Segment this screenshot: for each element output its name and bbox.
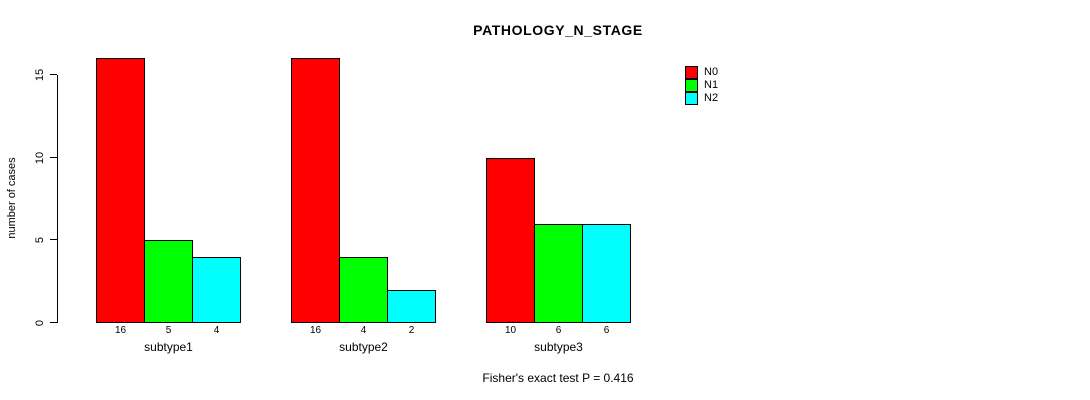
bar-subtype3-N1 [534, 224, 583, 323]
y-axis-tick-label: 5 [34, 236, 46, 244]
chart-title: PATHOLOGY_N_STAGE [473, 22, 643, 38]
bar-subtype1-N2 [192, 257, 241, 323]
y-axis-tick [50, 239, 57, 240]
legend-swatch-N0 [685, 66, 698, 79]
bar-subtype1-N0 [96, 58, 145, 323]
bar-subtype2-N2 [387, 290, 436, 323]
legend-swatch-N2 [685, 92, 698, 105]
bar-value-label-subtype2-N1: 4 [360, 325, 367, 336]
bar-subtype3-N2 [582, 224, 631, 323]
legend-label-N1: N1 [704, 79, 719, 91]
bar-value-label-subtype2-N0: 16 [309, 325, 322, 336]
legend-label-N2: N2 [704, 92, 719, 104]
x-axis-label-subtype1: subtype1 [144, 340, 193, 354]
legend-item-N0: N0 [685, 66, 718, 79]
bar-subtype2-N1 [339, 257, 388, 323]
fisher-test-annotation: Fisher's exact test P = 0.416 [482, 371, 634, 385]
x-axis-label-subtype3: subtype3 [534, 340, 583, 354]
y-axis-tick [50, 157, 57, 158]
y-axis-tick [50, 74, 57, 75]
bar-value-label-subtype1-N1: 5 [165, 325, 172, 336]
y-axis-tick-label: 15 [34, 68, 46, 82]
y-axis-line [57, 75, 58, 323]
bar-value-label-subtype2-N2: 2 [408, 325, 415, 336]
legend: N0 N1 N2 [685, 66, 718, 105]
y-axis-tick [50, 322, 57, 323]
bar-subtype2-N0 [291, 58, 340, 323]
legend-item-N2: N2 [685, 92, 718, 105]
legend-item-N1: N1 [685, 79, 718, 92]
bar-value-label-subtype1-N2: 4 [213, 325, 220, 336]
bar-value-label-subtype3-N2: 6 [603, 325, 610, 336]
x-axis-label-subtype2: subtype2 [339, 340, 388, 354]
bar-value-label-subtype3-N0: 10 [504, 325, 517, 336]
bar-value-label-subtype1-N0: 16 [114, 325, 127, 336]
y-axis-tick-label: 10 [34, 151, 46, 165]
y-axis-tick-label: 0 [34, 319, 46, 327]
bar-subtype3-N0 [486, 158, 535, 323]
legend-swatch-N1 [685, 79, 698, 92]
bar-subtype1-N1 [144, 240, 193, 323]
bar-value-label-subtype3-N1: 6 [555, 325, 562, 336]
legend-label-N0: N0 [704, 66, 719, 78]
